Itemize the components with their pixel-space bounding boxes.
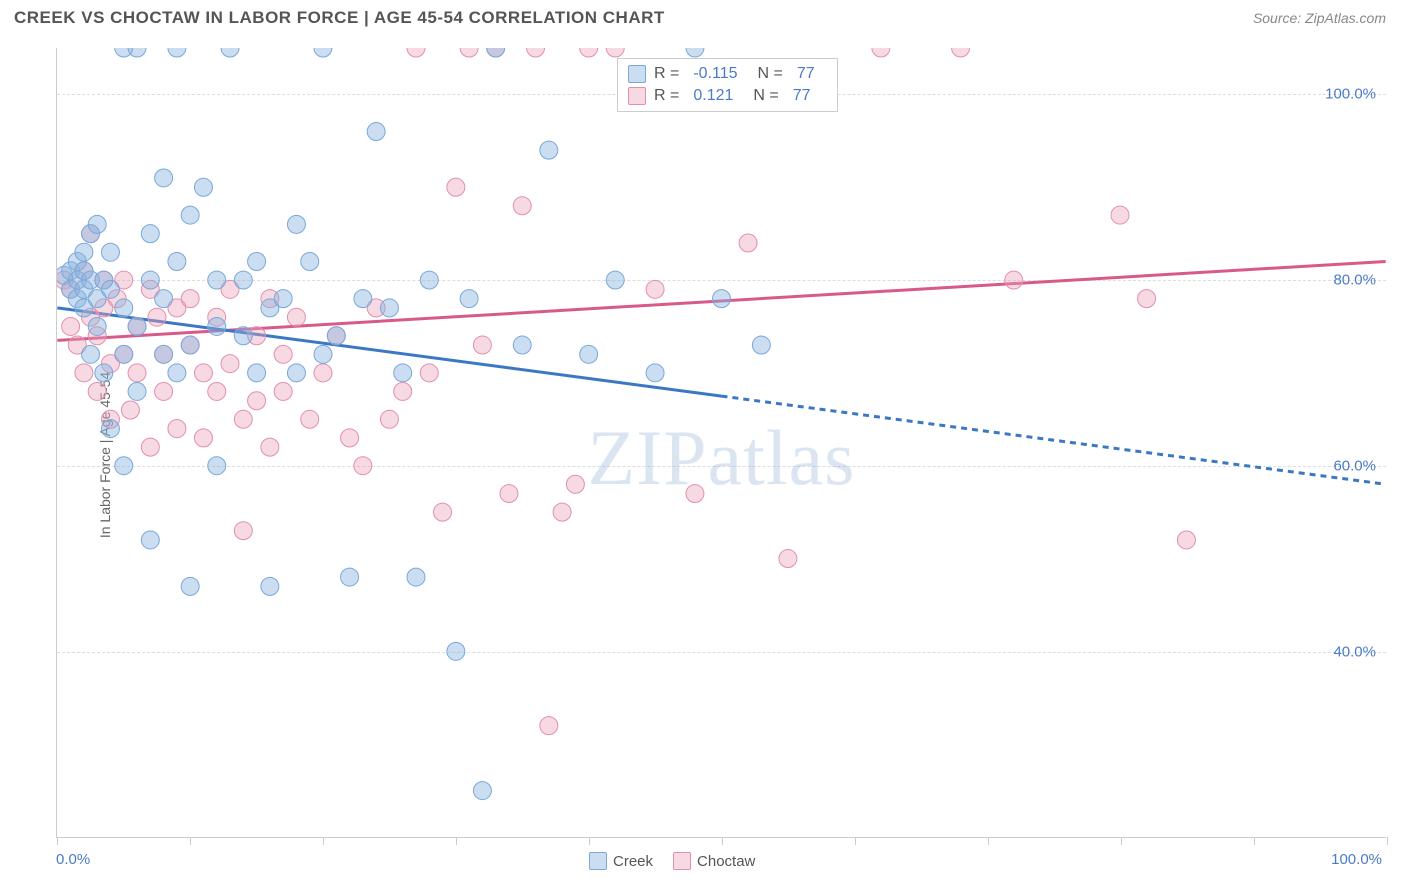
r-label: R = (654, 87, 679, 105)
y-tick-label: 40.0% (1333, 644, 1376, 661)
creek-n-value: 77 (797, 65, 815, 83)
swatch-creek (589, 852, 607, 870)
n-label: N = (753, 87, 778, 105)
n-label: N = (758, 65, 783, 83)
legend-item-choctaw: Choctaw (673, 852, 755, 870)
y-tick-label: 100.0% (1325, 86, 1376, 103)
scatter-points (57, 48, 1386, 837)
legend-row-choctaw: R = 0.121 N = 77 (628, 85, 827, 107)
plot-area: ZIPatlas R = -0.115 N = 77 R = 0.121 N =… (56, 48, 1386, 838)
y-tick-label: 60.0% (1333, 458, 1376, 475)
legend-label-creek: Creek (613, 853, 653, 870)
source-label: Source: ZipAtlas.com (1253, 10, 1386, 26)
r-label: R = (654, 65, 679, 83)
chart-title: CREEK VS CHOCTAW IN LABOR FORCE | AGE 45… (14, 8, 665, 28)
creek-r-value: -0.115 (693, 65, 737, 83)
y-tick-label: 80.0% (1333, 272, 1376, 289)
chart-container: In Labor Force | Age 45-54 ZIPatlas R = … (14, 40, 1392, 870)
legend-item-creek: Creek (589, 852, 653, 870)
swatch-choctaw (673, 852, 691, 870)
x-axis-max-label: 100.0% (1331, 851, 1382, 868)
legend-label-choctaw: Choctaw (697, 853, 755, 870)
swatch-choctaw (628, 87, 646, 105)
choctaw-r-value: 0.121 (693, 87, 733, 105)
choctaw-n-value: 77 (793, 87, 811, 105)
legend-stats: R = -0.115 N = 77 R = 0.121 N = 77 (617, 58, 838, 112)
swatch-creek (628, 65, 646, 83)
legend-row-creek: R = -0.115 N = 77 (628, 63, 827, 85)
legend-series: Creek Choctaw (589, 852, 755, 870)
x-axis-min-label: 0.0% (56, 851, 90, 868)
